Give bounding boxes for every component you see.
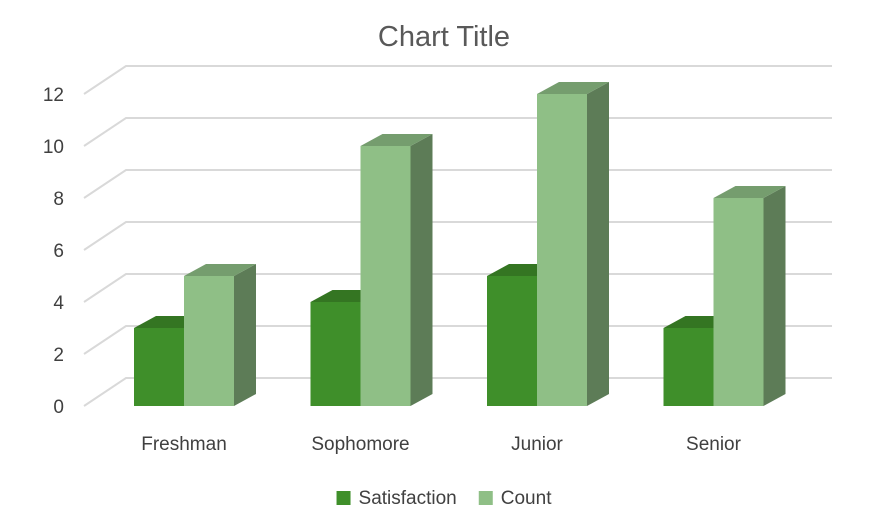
x-axis: Freshman Sophomore Junior Senior — [141, 434, 741, 455]
bar-front — [537, 94, 587, 406]
chart-title: Chart Title — [378, 21, 510, 53]
y-tick-label: 4 — [53, 293, 64, 314]
legend-label: Satisfaction — [359, 488, 457, 509]
legend: Satisfaction Count — [336, 488, 552, 509]
bars — [134, 82, 786, 406]
x-tick-label: Senior — [686, 434, 742, 455]
bar-side — [234, 264, 256, 406]
y-tick-label: 2 — [53, 345, 64, 366]
bar-top — [184, 264, 256, 276]
x-tick-label: Freshman — [141, 434, 227, 455]
legend-swatch — [336, 491, 351, 505]
bar-front — [134, 328, 184, 406]
bar-front — [663, 328, 714, 406]
y-tick-label: 10 — [43, 137, 64, 158]
bar — [713, 186, 786, 406]
x-tick-label: Sophomore — [311, 434, 409, 455]
legend-label: Count — [501, 488, 552, 509]
bar-front — [184, 276, 234, 406]
gridline — [83, 65, 832, 95]
bar-front — [487, 276, 537, 406]
bar-side — [410, 134, 433, 406]
bar — [360, 134, 433, 406]
bar — [537, 82, 609, 406]
bar-front — [360, 146, 411, 406]
bar — [184, 264, 256, 406]
bar-side — [763, 186, 786, 406]
bar-front — [713, 198, 764, 406]
y-axis: 0 2 4 6 8 10 12 — [43, 85, 65, 418]
y-tick-label: 12 — [43, 85, 64, 106]
y-tick-label: 6 — [53, 241, 64, 262]
legend-swatch — [478, 491, 493, 505]
y-tick-label: 0 — [53, 397, 64, 418]
bar-front — [310, 302, 361, 406]
bar-side — [587, 82, 609, 406]
gridlines — [83, 65, 832, 407]
legend-item: Satisfaction — [336, 488, 457, 509]
y-tick-label: 8 — [53, 189, 64, 210]
gridline — [83, 169, 832, 199]
bar-top — [713, 186, 786, 198]
x-tick-label: Junior — [511, 434, 563, 455]
bar-top — [360, 134, 433, 146]
gridline — [83, 117, 832, 147]
bar-top — [537, 82, 609, 94]
legend-item: Count — [478, 488, 552, 509]
